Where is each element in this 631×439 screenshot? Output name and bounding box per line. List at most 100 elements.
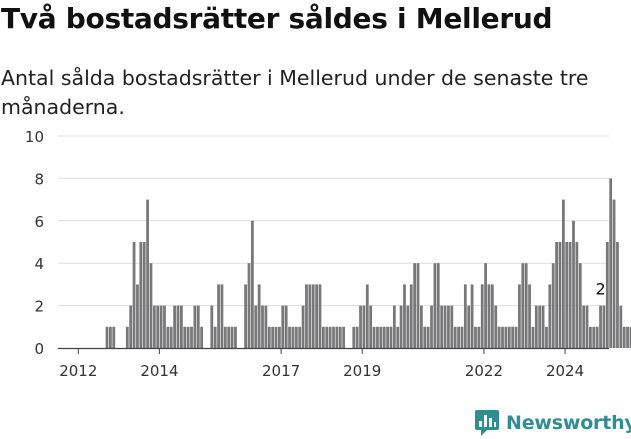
- bar: [159, 305, 163, 348]
- bar: [230, 326, 234, 348]
- bar: [416, 263, 420, 348]
- bar: [558, 242, 562, 348]
- bar: [622, 326, 626, 348]
- bar: [396, 326, 400, 348]
- latest-value-label: 2: [595, 280, 605, 299]
- bar: [555, 242, 558, 348]
- bar: [136, 284, 139, 348]
- bar: [399, 305, 403, 348]
- bar: [440, 305, 444, 348]
- bar: [321, 326, 325, 348]
- bar: [278, 326, 281, 348]
- bar: [551, 263, 555, 348]
- bar: [592, 326, 596, 348]
- bar: [217, 284, 220, 348]
- bar: [423, 326, 427, 348]
- bar: [352, 326, 356, 348]
- bar: [477, 326, 481, 348]
- bar: [382, 326, 386, 348]
- bar: [430, 305, 433, 348]
- bar: [460, 326, 464, 348]
- bar: [190, 326, 193, 348]
- bar: [166, 326, 170, 348]
- x-tick-label: 2022: [465, 362, 503, 380]
- bar: [112, 326, 116, 348]
- x-tick-label: 2012: [59, 362, 97, 380]
- bars: [105, 178, 631, 348]
- bar: [470, 284, 474, 348]
- bar: [612, 199, 616, 348]
- bar: [372, 326, 376, 348]
- bar: [267, 326, 271, 348]
- annotations: 2: [595, 280, 605, 299]
- bar: [507, 326, 511, 348]
- newsworthy-logo[interactable]: Newsworthy: [474, 409, 631, 437]
- x-tick-label: 2014: [140, 362, 178, 380]
- y-tick-label: 10: [25, 128, 44, 146]
- bar: [389, 326, 393, 348]
- bar: [504, 326, 508, 348]
- bar: [132, 242, 136, 348]
- bar: [284, 305, 288, 348]
- bar: [447, 305, 450, 348]
- bar: [328, 326, 332, 348]
- bar: [467, 305, 471, 348]
- bar: [288, 326, 291, 348]
- bar: [524, 263, 528, 348]
- y-tick-label: 8: [34, 170, 44, 188]
- bar: [409, 284, 413, 348]
- bar: [392, 305, 396, 348]
- bar: [338, 326, 342, 348]
- bar: [129, 305, 133, 348]
- bar: [616, 242, 619, 348]
- bar: [443, 305, 447, 348]
- y-tick-label: 2: [34, 298, 44, 316]
- bar: [572, 220, 575, 348]
- bar: [250, 220, 254, 348]
- bar: [142, 242, 146, 348]
- bar: [426, 326, 430, 348]
- bar: [179, 305, 183, 348]
- bar: [365, 284, 369, 348]
- bar: [335, 326, 339, 348]
- bar: [152, 305, 156, 348]
- bar: [234, 326, 237, 348]
- bar: [474, 326, 477, 348]
- bar: [419, 305, 423, 348]
- bar: [355, 326, 359, 348]
- bar: [294, 326, 298, 348]
- bar: [362, 305, 366, 348]
- x-tick-label: 2019: [343, 362, 381, 380]
- bar: [227, 326, 231, 348]
- bar: [514, 326, 518, 348]
- bar: [376, 326, 379, 348]
- bar: [585, 305, 589, 348]
- bar: [105, 326, 109, 348]
- bar: [534, 305, 538, 348]
- bar: [548, 284, 552, 348]
- bar: [244, 284, 248, 348]
- bar: [169, 326, 173, 348]
- bar: [565, 242, 569, 348]
- bar: [626, 326, 629, 348]
- bar: [318, 284, 322, 348]
- x-tick-label: 2024: [546, 362, 584, 380]
- chart-subtitle: Antal sålda bostadsrätter i Mellerud und…: [1, 66, 589, 119]
- bar: [173, 305, 177, 348]
- bar: [109, 326, 112, 348]
- bar: [595, 326, 599, 348]
- bar: [149, 263, 153, 348]
- bar: [308, 284, 312, 348]
- bar: [342, 326, 346, 348]
- bar: [254, 305, 258, 348]
- bar: [413, 263, 417, 348]
- bar: [186, 326, 190, 348]
- bar: [196, 305, 200, 348]
- bar: [406, 305, 410, 348]
- bar: [210, 305, 214, 348]
- bar: [578, 263, 582, 348]
- bar: [125, 326, 129, 348]
- bar: [463, 284, 467, 348]
- bar: [575, 242, 579, 348]
